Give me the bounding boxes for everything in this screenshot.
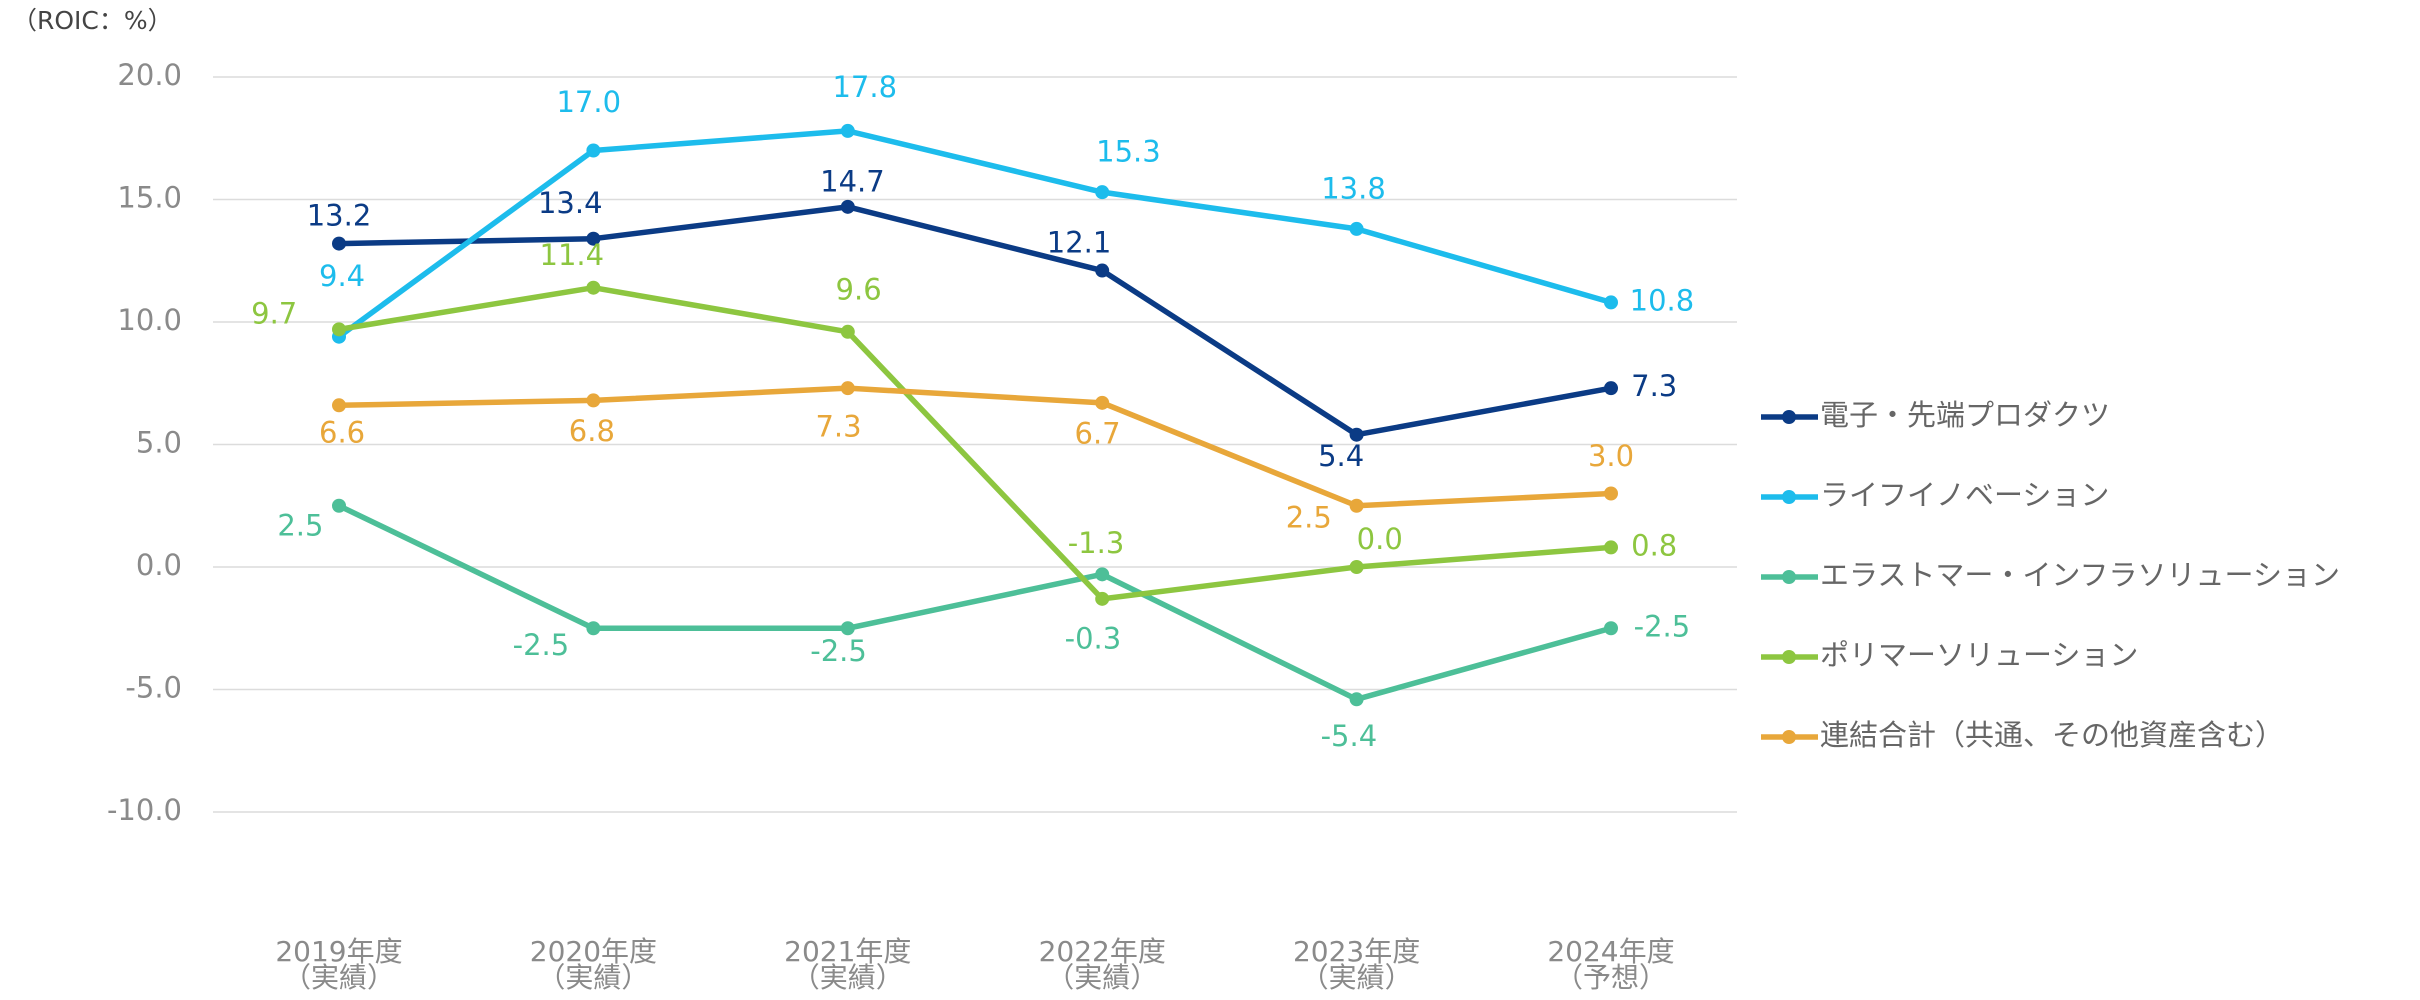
data-label: 6.8: [569, 414, 615, 448]
data-label: 12.1: [1047, 225, 1112, 259]
series-line: [337, 503, 1612, 703]
data-label: 13.2: [307, 198, 372, 232]
x-tick-label: （予想）: [1555, 961, 1667, 994]
legend-marker: [1782, 650, 1796, 664]
data-point: [332, 398, 346, 413]
legend-marker: [1782, 410, 1796, 424]
y-tick-label: 0.0: [136, 548, 182, 582]
data-label: -2.5: [1634, 609, 1691, 643]
data-point: [1604, 621, 1618, 636]
data-point: [1349, 498, 1364, 513]
data-label: 6.7: [1075, 416, 1121, 450]
data-point: [586, 393, 601, 408]
series-line: [337, 128, 1612, 339]
data-point: [840, 324, 855, 339]
data-label: 7.3: [1631, 369, 1677, 403]
data-label: -0.3: [1065, 622, 1122, 656]
data-label: 5.4: [1318, 439, 1364, 473]
legend-label: エラストマー・インフラソリューション: [1820, 558, 2340, 592]
data-point: [1604, 486, 1618, 501]
data-point: [1604, 295, 1618, 310]
y-tick-label: 5.0: [136, 426, 182, 460]
data-point: [586, 280, 601, 295]
data-label: 11.4: [540, 238, 605, 272]
data-label: 15.3: [1096, 135, 1161, 169]
data-label: 6.6: [319, 416, 365, 450]
data-point: [1349, 692, 1364, 707]
data-label: 0.8: [1631, 528, 1677, 562]
data-label: -2.5: [513, 628, 570, 662]
data-label: 0.0: [1357, 522, 1403, 556]
data-label: 2.5: [277, 508, 323, 542]
x-tick-label: （実績）: [1301, 961, 1413, 994]
legend-marker: [1782, 490, 1796, 504]
x-tick-label: 2020年度: [530, 935, 657, 968]
data-point: [1095, 591, 1110, 606]
data-label: 10.8: [1630, 283, 1695, 317]
data-point: [332, 236, 346, 251]
data-label: -5.4: [1321, 719, 1378, 753]
y-tick-label: 10.0: [117, 303, 182, 337]
data-point: [1349, 221, 1364, 236]
series-line: [338, 204, 1612, 438]
legend-label: 電子・先端プロダクツ: [1820, 398, 2110, 432]
data-point: [1349, 427, 1364, 442]
legend-label: ポリマーソリューション: [1820, 638, 2138, 672]
x-tick-label: （実績）: [1046, 961, 1158, 994]
y-tick-label: -10.0: [107, 793, 182, 827]
x-tick-label: 2021年度: [784, 935, 911, 968]
legend-marker: [1782, 730, 1796, 744]
data-label: 7.3: [815, 409, 861, 443]
x-tick-label: （実績）: [537, 961, 649, 994]
data-point: [1095, 395, 1110, 410]
data-point: [1095, 263, 1110, 278]
data-label: 2.5: [1286, 501, 1332, 535]
data-label: 14.7: [820, 165, 885, 199]
data-label: 17.8: [832, 70, 897, 104]
data-point: [332, 322, 346, 337]
data-point: [1604, 381, 1618, 396]
data-label: -1.3: [1068, 526, 1125, 560]
x-tick-label: （実績）: [283, 961, 395, 994]
x-tick-label: 2024年度: [1547, 935, 1674, 968]
data-point: [840, 621, 855, 636]
y-axis-label: （ROIC：%）: [12, 6, 173, 35]
x-tick-label: 2023年度: [1293, 935, 1420, 968]
data-point: [840, 381, 855, 396]
legend-label: ライフイノベーション: [1820, 478, 2109, 512]
data-point: [1349, 560, 1364, 574]
y-tick-label: 20.0: [117, 58, 182, 92]
y-tick-label: -5.0: [125, 671, 182, 705]
legend-marker: [1782, 570, 1796, 584]
data-label: 9.6: [836, 273, 882, 307]
x-tick-label: （実績）: [792, 961, 904, 994]
series-line: [338, 385, 1612, 509]
data-point: [1095, 567, 1110, 582]
legend-label: 連結合計（共通、その他資産含む）: [1820, 718, 2284, 752]
data-label: 9.4: [319, 259, 365, 293]
data-label: 17.0: [556, 85, 621, 119]
data-label: -2.5: [810, 634, 867, 668]
data-label: 9.7: [251, 296, 297, 330]
data-point: [332, 498, 346, 513]
data-point: [1604, 540, 1618, 555]
data-label: 3.0: [1588, 439, 1634, 473]
data-point: [586, 143, 601, 158]
x-tick-label: 2019年度: [275, 935, 402, 968]
y-tick-label: 15.0: [117, 181, 182, 215]
data-point: [586, 231, 601, 246]
data-point: [586, 621, 601, 636]
data-point: [840, 123, 855, 138]
data-label: 13.8: [1321, 171, 1386, 205]
data-label: 13.4: [538, 186, 603, 220]
data-point: [1095, 185, 1110, 200]
x-tick-label: 2022年度: [1039, 935, 1166, 968]
data-point: [840, 199, 855, 214]
series-line: [338, 284, 1612, 602]
